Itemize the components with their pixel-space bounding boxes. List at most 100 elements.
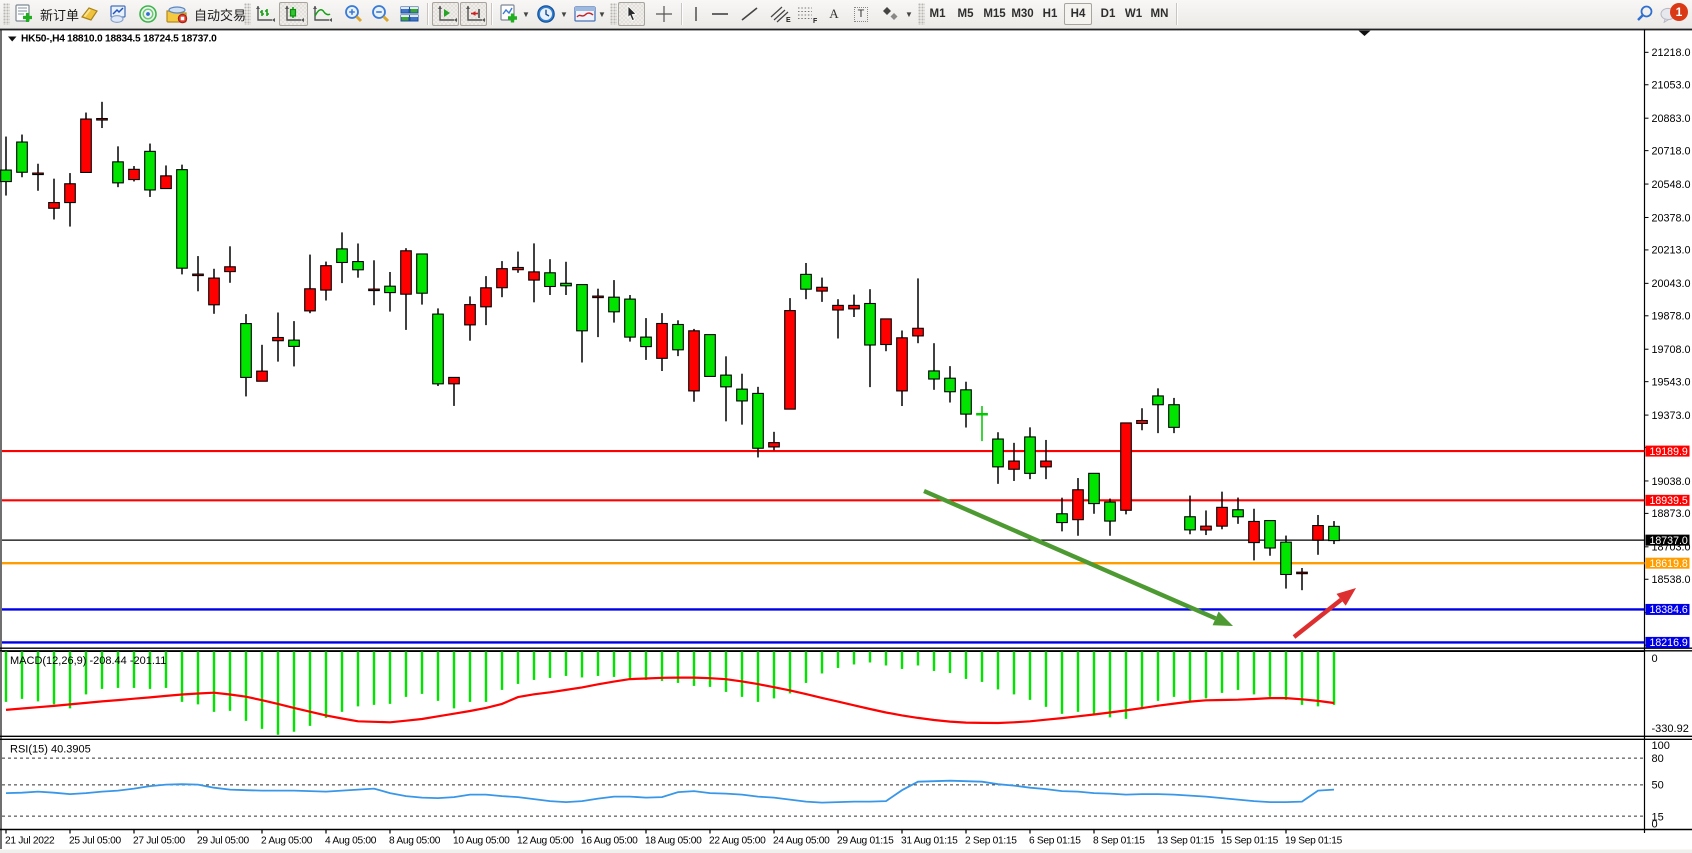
zoom-out-button[interactable] (368, 2, 392, 26)
down-trend-arrow-head[interactable] (1212, 611, 1233, 626)
candle-body (560, 282, 572, 287)
candle-body (144, 150, 156, 191)
candle-body (400, 250, 412, 295)
up-bounce-arrow-head[interactable] (1336, 588, 1356, 606)
timeframe-button-m15[interactable]: M15 (983, 8, 1006, 20)
zoom-in-button[interactable] (341, 2, 365, 26)
price-level-label-text: 19189.9 (1650, 446, 1688, 458)
symbol-dropdown-icon[interactable] (8, 36, 17, 42)
candle-body (864, 302, 876, 346)
time-axis-label: 2 Aug 05:00 (261, 836, 313, 847)
signals-button[interactable] (136, 2, 160, 26)
auto-trading-button[interactable]: 自动交易 (164, 2, 247, 26)
price-level-label-text: 18737.0 (1650, 535, 1688, 547)
history-center-button[interactable] (106, 2, 132, 26)
toolbar-drag-handle[interactable] (244, 3, 251, 25)
candle-body (336, 248, 348, 264)
timeframe-button-w1[interactable]: W1 (1124, 8, 1143, 20)
candle-body (176, 169, 188, 269)
timeframe-button-d1[interactable]: D1 (1100, 8, 1116, 20)
templates-dropdown-arrow[interactable]: ▼ (598, 9, 606, 19)
price-axis-tick-label: 19543.0 (1652, 376, 1691, 388)
toolbar-drag-handle[interactable] (3, 3, 10, 25)
candle-body (848, 304, 860, 310)
candle-body (80, 118, 92, 174)
up-bounce-arrow[interactable] (1292, 598, 1343, 639)
market-watch-button[interactable] (78, 2, 102, 26)
bar-chart-mode-button[interactable] (253, 2, 277, 26)
candle-body (1056, 513, 1068, 524)
candle-body (32, 172, 44, 176)
cursor-icon (627, 5, 637, 22)
search-button[interactable] (1634, 2, 1656, 26)
down-trend-arrow[interactable] (923, 488, 1217, 621)
candle-body (1232, 509, 1244, 518)
candle-body (1216, 506, 1228, 527)
time-axis-label: 8 Sep 01:15 (1093, 836, 1145, 847)
trendline-tool-button[interactable] (738, 2, 762, 26)
timeframe-button-h1[interactable]: H1 (1042, 8, 1058, 20)
templates-button[interactable] (572, 2, 598, 26)
timeframe-button-h4[interactable]: H4 (1064, 3, 1092, 25)
fibonacci-tool-button[interactable]: F (793, 2, 821, 26)
candle-body (784, 310, 796, 410)
timeframe-button-mn[interactable]: MN (1150, 8, 1169, 20)
candle-body (1328, 525, 1340, 542)
candle-body (832, 304, 844, 311)
candle-body (688, 330, 700, 392)
chart-shift-marker[interactable] (1358, 30, 1371, 36)
timeframe-button-m1[interactable]: M1 (929, 8, 946, 20)
price-axis-tick-label: 20718.0 (1652, 145, 1691, 157)
indicators-dropdown-arrow[interactable]: ▼ (522, 9, 530, 19)
text-tool-button[interactable]: A (824, 2, 844, 26)
timeframe-button-m30[interactable]: M30 (1011, 8, 1034, 20)
candle-body (1120, 422, 1132, 511)
arrows-tool-button[interactable] (879, 2, 903, 26)
toolbar-separator (427, 3, 429, 25)
candle-body (1040, 460, 1052, 468)
price-axis-tick-label: 21053.0 (1652, 80, 1691, 92)
trendline-icon (741, 7, 758, 21)
timeframe-button-m5[interactable]: M5 (957, 8, 974, 20)
periods-button[interactable] (534, 2, 558, 26)
auto-scroll-button[interactable] (432, 2, 459, 26)
candle-body (432, 313, 444, 385)
candle-body (160, 175, 172, 190)
toolbar-drag-handle[interactable] (918, 3, 925, 25)
arrows-dropdown-arrow[interactable]: ▼ (905, 9, 913, 19)
vertical-line-tool-button[interactable] (688, 2, 704, 26)
candle-body (1280, 541, 1292, 576)
periods-dropdown-arrow[interactable]: ▼ (560, 9, 568, 19)
candle-body (464, 304, 476, 326)
equidistant-channel-tool-button[interactable]: E (768, 2, 794, 26)
line-chart-mode-button[interactable] (310, 2, 334, 26)
horizontal-line-icon (712, 13, 728, 15)
candle-body (352, 261, 364, 271)
candle-body (16, 141, 28, 173)
price-level-label (1645, 603, 1690, 615)
tile-windows-button[interactable] (397, 2, 421, 26)
toolbar-drag-handle[interactable] (610, 3, 617, 25)
new-order-icon (15, 4, 32, 22)
candle-body (576, 284, 588, 332)
candle-body (288, 339, 300, 347)
cursor-tool-button[interactable] (618, 2, 645, 26)
chart-title-ohlc: 18810.0 18834.5 18724.5 18737.0 (67, 34, 217, 45)
auto-scroll-icon (437, 6, 457, 22)
notifications-button[interactable]: 1 (1659, 2, 1689, 26)
horizontal-line-tool-button[interactable] (707, 2, 733, 26)
new-order-button[interactable]: 新订单 (12, 2, 80, 26)
label-tool-button[interactable]: T (849, 2, 873, 26)
candle-chart-mode-button[interactable] (279, 2, 308, 26)
candle-body (896, 337, 908, 392)
time-axis-label: 6 Sep 01:15 (1029, 836, 1081, 847)
crosshair-tool-button[interactable] (651, 2, 677, 26)
chart-shift-button[interactable] (460, 2, 487, 26)
candlestick-chart-icon (284, 6, 304, 22)
candle-body (944, 377, 956, 393)
indicators-button[interactable] (496, 2, 522, 26)
time-axis-label: 16 Aug 05:00 (581, 836, 638, 847)
price-axis-tick-label: 19878.0 (1652, 311, 1691, 323)
window-bottom-strip (0, 849, 1692, 853)
